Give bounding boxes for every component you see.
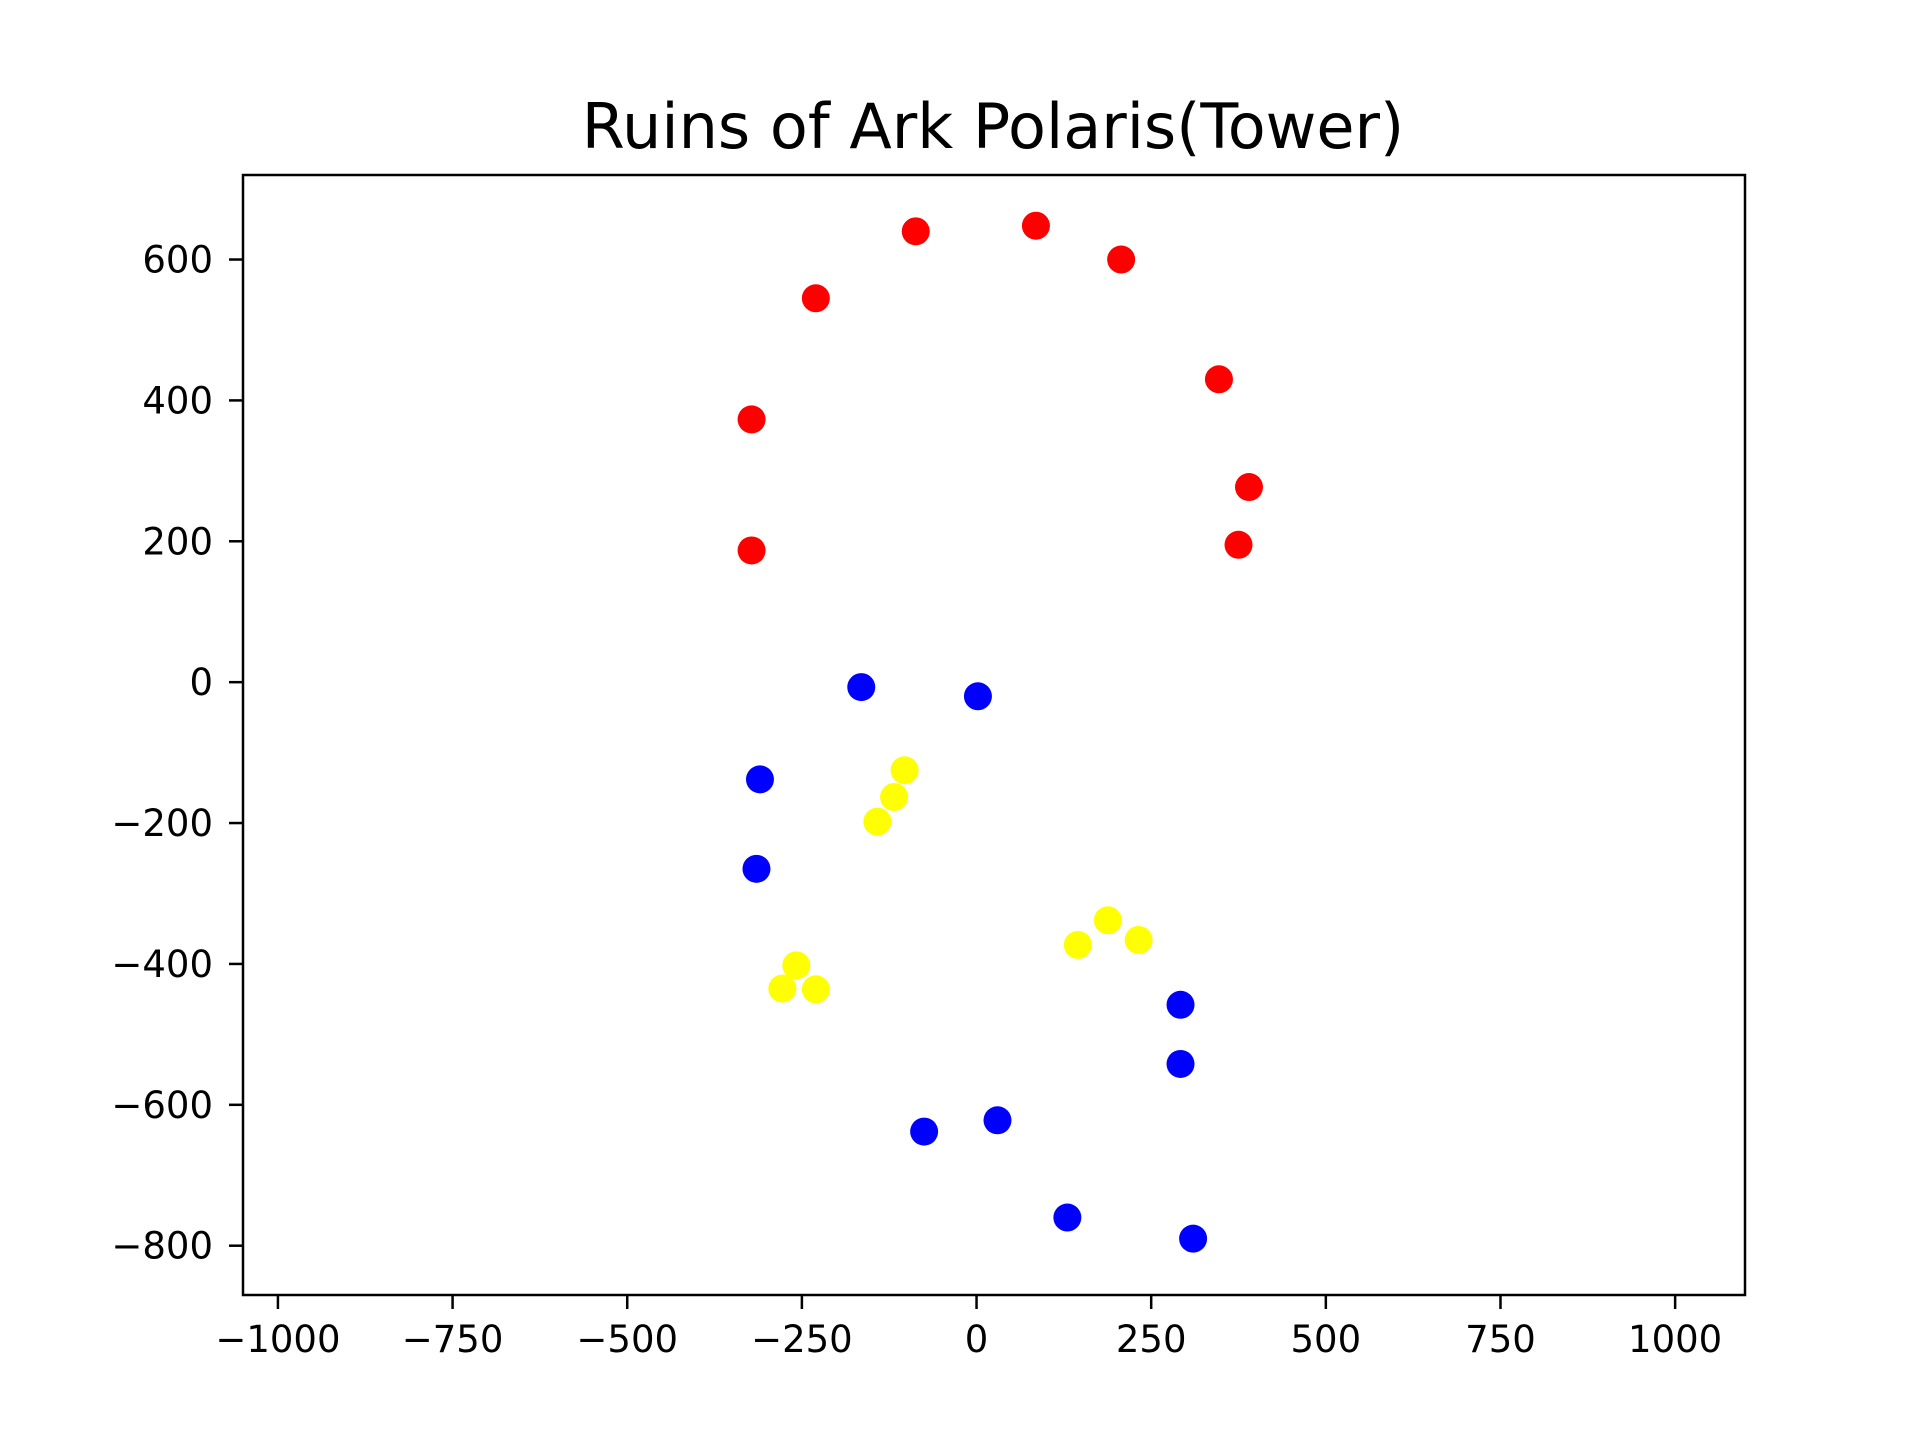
data-point <box>863 807 892 836</box>
data-point <box>1063 930 1092 959</box>
data-point <box>1053 1203 1082 1232</box>
data-point <box>745 765 774 794</box>
y-tick-label: −600 <box>111 1084 213 1127</box>
chart-title: Ruins of Ark Polaris(Tower) <box>582 90 1404 163</box>
series-1 <box>742 673 1208 1253</box>
data-point <box>1107 245 1136 274</box>
data-point <box>768 974 797 1003</box>
data-point <box>1021 211 1050 240</box>
x-tick-label: −250 <box>751 1318 853 1361</box>
y-tick-label: 400 <box>142 379 213 422</box>
x-tick-label: −1000 <box>215 1318 340 1361</box>
data-point <box>910 1117 939 1146</box>
data-point <box>1166 990 1195 1019</box>
x-tick-label: 500 <box>1291 1318 1362 1361</box>
data-point <box>880 782 909 811</box>
data-point <box>742 854 771 883</box>
data-point <box>801 284 830 313</box>
y-tick-label: −200 <box>111 802 213 845</box>
y-tick-label: 600 <box>142 239 213 282</box>
series-2 <box>768 756 1153 1004</box>
data-point <box>1124 925 1153 954</box>
x-tick-label: 250 <box>1116 1318 1187 1361</box>
axes-frame <box>241 173 1747 1297</box>
data-point <box>782 951 811 980</box>
x-tick-label: −500 <box>576 1318 678 1361</box>
data-point <box>963 682 992 711</box>
y-tick-label: 200 <box>142 520 213 563</box>
x-tick-label: 1000 <box>1628 1318 1722 1361</box>
x-tick-label: 750 <box>1465 1318 1536 1361</box>
y-tick-label: −400 <box>111 943 213 986</box>
x-axis: −1000 −750 −500 −250 0 250 500 750 1000 <box>215 1295 1722 1361</box>
data-point <box>1204 365 1233 394</box>
x-tick-label: 0 <box>965 1318 989 1361</box>
data-point <box>890 756 919 785</box>
data-point <box>737 405 766 434</box>
data-point <box>737 536 766 565</box>
y-axis: −800 −600 −400 −200 0 200 400 600 <box>111 239 243 1268</box>
y-tick-label: −800 <box>111 1225 213 1268</box>
data-point <box>847 673 876 702</box>
data-point <box>1224 530 1253 559</box>
y-tick-label: 0 <box>189 661 213 704</box>
data-point <box>983 1106 1012 1135</box>
data-point <box>1234 473 1263 502</box>
data-point <box>801 975 830 1004</box>
data-point <box>1166 1049 1195 1078</box>
data-point <box>1093 906 1122 935</box>
series-0 <box>737 211 1263 565</box>
data-point <box>1179 1224 1208 1253</box>
x-tick-label: −750 <box>402 1318 504 1361</box>
data-point <box>901 217 930 246</box>
plot-area <box>737 211 1263 1253</box>
